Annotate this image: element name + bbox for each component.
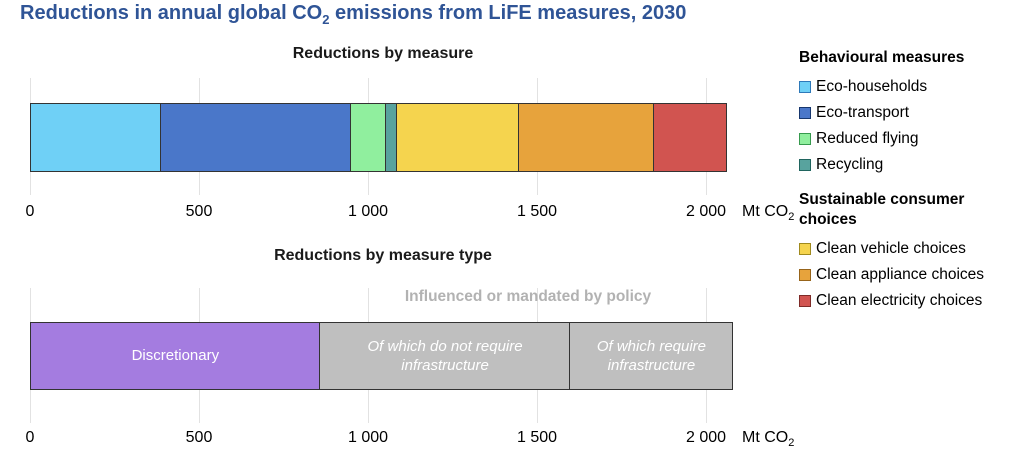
legend-item-eco-households: Eco-households bbox=[799, 74, 1024, 100]
plot-area bbox=[30, 78, 742, 195]
axis-tick-label: 1 000 bbox=[347, 429, 389, 446]
segment-discretionary: Discretionary bbox=[30, 322, 321, 390]
segment-clean-electricity-choices bbox=[653, 103, 728, 172]
segment-label: Of which do not require infrastructure bbox=[367, 337, 523, 375]
eco-households-swatch-icon bbox=[799, 81, 811, 93]
legend-group-header: Sustainable consumer choices bbox=[799, 191, 965, 228]
figure-title-suffix: emissions from LiFE measures, 2030 bbox=[329, 2, 687, 24]
legend-group-header: Behavioural measures bbox=[799, 49, 965, 66]
legend-item-label: Reduced flying bbox=[816, 130, 919, 147]
legend-item-label: Recycling bbox=[816, 156, 884, 173]
axis-tick-label: 0 bbox=[25, 203, 35, 220]
chart-reductions-by-measure: Reductions by measure 0 500 1 000 1 500 2 00… bbox=[0, 40, 800, 230]
segment-clean-appliance-choices bbox=[517, 103, 655, 172]
figure-title-text: Reductions in annual global CO bbox=[20, 2, 323, 24]
recycling-swatch-icon bbox=[799, 159, 811, 171]
segment-of-which-do-not-require-infrastructure: Of which do not require infrastructure bbox=[319, 322, 571, 390]
reduced-flying-swatch-icon bbox=[799, 133, 811, 145]
segment-eco-transport bbox=[160, 103, 352, 172]
axis-tick-label: 1 500 bbox=[516, 429, 558, 446]
segment-of-which-require-infrastructure: Of which require infrastructure bbox=[569, 322, 734, 390]
legend-item-label: Eco-households bbox=[816, 78, 928, 95]
chart-title: Reductions by measure bbox=[292, 45, 474, 62]
axis-tick-label: 2 000 bbox=[685, 203, 727, 220]
chart-reductions-by-measure-type: Reductions by measure type Influenced or… bbox=[0, 232, 800, 462]
legend-item-recycling: Recycling bbox=[799, 152, 1024, 178]
legend-item-label: Clean appliance choices bbox=[816, 266, 985, 283]
legend-item-label: Eco-transport bbox=[816, 104, 910, 121]
axis-unit-label: Mt CO2 bbox=[742, 429, 795, 450]
axis-tick-label: 2 000 bbox=[685, 429, 727, 446]
segment-label: Of which require infrastructure bbox=[596, 337, 707, 375]
stacked-bar: Discretionary Of which do not require inf… bbox=[30, 322, 734, 390]
legend: Behavioural measures Eco-households Eco-tr… bbox=[799, 48, 1024, 314]
legend-item-clean-electricity-choices: Clean electricity choices bbox=[799, 288, 1024, 314]
clean-vehicle-choices-swatch-icon bbox=[799, 243, 811, 255]
legend-item-reduced-flying: Reduced flying bbox=[799, 126, 1024, 152]
segment-reduced-flying bbox=[349, 103, 387, 172]
axis-tick-label: 500 bbox=[185, 429, 213, 446]
legend-item-eco-transport: Eco-transport bbox=[799, 100, 1024, 126]
legend-item-label: Clean vehicle choices bbox=[816, 240, 966, 257]
chart-title: Reductions by measure type bbox=[274, 247, 492, 264]
segment-clean-vehicle-choices bbox=[395, 103, 520, 172]
axis-tick-label: 1 000 bbox=[347, 203, 389, 220]
clean-electricity-choices-swatch-icon bbox=[799, 295, 811, 307]
policy-annotation: Influenced or mandated by policy bbox=[404, 288, 652, 305]
legend-item-clean-vehicle-choices: Clean vehicle choices bbox=[799, 236, 1024, 262]
plot-area: Discretionary Of which do not require inf… bbox=[30, 288, 742, 423]
legend-item-label: Clean electricity choices bbox=[816, 292, 983, 309]
co2-subscript: 2 bbox=[322, 12, 330, 27]
figure-title: Reductions in annual global CO2 emission… bbox=[20, 2, 686, 27]
axis-tick-label: 1 500 bbox=[516, 203, 558, 220]
segment-label: Discretionary bbox=[131, 347, 220, 365]
legend-item-clean-appliance-choices: Clean appliance choices bbox=[799, 262, 1024, 288]
axis-tick-label: 500 bbox=[185, 203, 213, 220]
axis-tick-label: 0 bbox=[25, 429, 35, 446]
stacked-bar bbox=[30, 103, 728, 172]
segment-eco-households bbox=[30, 103, 162, 172]
eco-transport-swatch-icon bbox=[799, 107, 811, 119]
clean-appliance-choices-swatch-icon bbox=[799, 269, 811, 281]
axis-unit-label: Mt CO2 bbox=[742, 203, 795, 224]
